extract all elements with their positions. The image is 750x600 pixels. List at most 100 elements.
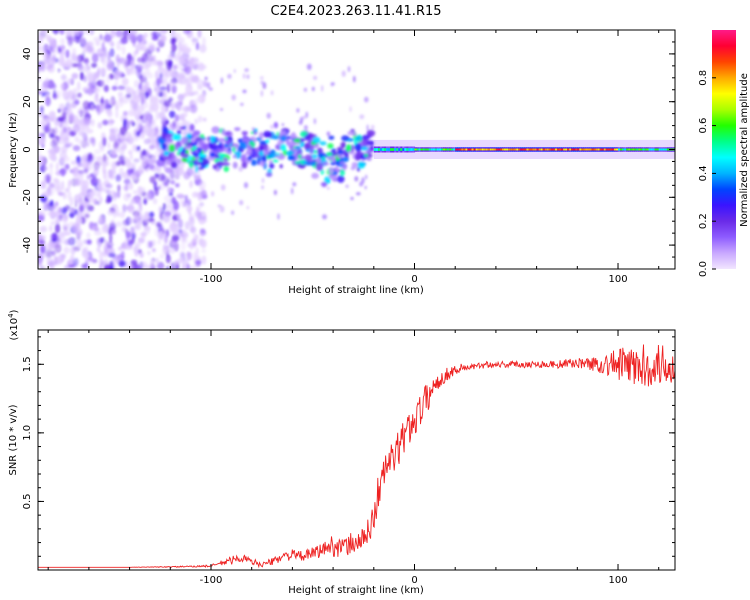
heatmap-cell (215, 161, 225, 167)
heatmap-cell (108, 73, 114, 80)
heatmap-cell (90, 119, 95, 127)
heatmap-cell (209, 152, 216, 158)
heatmap-cell (280, 143, 287, 151)
heatmap-cell (43, 166, 49, 171)
heatmap-cell (72, 145, 81, 152)
heatmap-cell (266, 112, 271, 119)
heatmap-cell (118, 246, 122, 251)
carrier-inner (455, 148, 458, 151)
heatmap-cell (38, 111, 45, 118)
heatmap-cell (100, 67, 107, 75)
heatmap-cell (109, 119, 115, 124)
carrier-inner (597, 148, 601, 151)
heatmap-cell (179, 126, 185, 130)
heatmap-cell (364, 96, 369, 103)
heatmap-cell (219, 108, 224, 111)
heatmap-cell (46, 174, 50, 184)
heatmap-cell (138, 165, 144, 175)
heatmap-cell (145, 91, 149, 100)
carrier-inner (662, 148, 666, 151)
heatmap-cell (364, 153, 369, 158)
heatmap-cell (327, 143, 334, 149)
heatmap-cell (255, 137, 262, 142)
heatmap-cell (132, 90, 137, 100)
heatmap-cell (152, 198, 158, 205)
heatmap-cell (128, 109, 135, 117)
heatmap-cell (199, 153, 206, 158)
spectrogram-y-axis-label: Frequency (Hz) (8, 112, 19, 188)
heatmap-cell (192, 131, 197, 138)
heatmap-cell (259, 76, 264, 80)
heatmap-cell (80, 71, 84, 81)
heatmap-cell (155, 89, 161, 97)
heatmap-cell (131, 263, 139, 269)
carrier-inner (477, 148, 481, 151)
heatmap-cell (50, 265, 55, 269)
carrier-inner (575, 148, 578, 151)
heatmap-cell (296, 108, 300, 113)
heatmap-cell (105, 183, 113, 189)
heatmap-cell (86, 45, 94, 53)
heatmap-cell (244, 68, 249, 72)
heatmap-cell (86, 239, 92, 245)
heatmap-cell (42, 191, 50, 198)
heatmap-cell (167, 186, 171, 193)
heatmap-cell (165, 205, 173, 212)
heatmap-cell (45, 257, 53, 262)
heatmap-cell (111, 203, 118, 209)
heatmap-cell (172, 214, 178, 222)
heatmap-cell (177, 93, 185, 101)
heatmap-cell (58, 169, 66, 175)
heatmap-cell (111, 161, 117, 171)
heatmap-cell (58, 192, 65, 196)
heatmap-cell (101, 79, 105, 87)
heatmap-cell (64, 187, 70, 193)
heatmap-cell (40, 180, 47, 190)
heatmap-cell (151, 36, 159, 41)
heatmap-cell (347, 131, 354, 136)
heatmap-cell (104, 33, 112, 43)
heatmap-cell (211, 191, 215, 197)
carrier-inner (650, 148, 654, 151)
heatmap-cell (152, 248, 156, 253)
carrier-inner (377, 148, 381, 151)
heatmap-cell (43, 265, 48, 269)
y-tick-label: 20 (22, 95, 33, 108)
heatmap-cell (80, 155, 88, 164)
heatmap-cell (196, 79, 205, 87)
carrier-inner (459, 148, 462, 151)
heatmap-cell (212, 164, 218, 170)
heatmap-cell (109, 265, 115, 269)
heatmap-cell (218, 155, 224, 160)
colorbar-tick-label: 0.2 (698, 213, 709, 229)
carrier-inner (648, 148, 652, 151)
heatmap-cell (150, 219, 156, 225)
heatmap-cell (242, 134, 247, 140)
heatmap-cell (312, 145, 319, 149)
heatmap-cell (175, 183, 180, 188)
carrier-inner (469, 148, 473, 151)
heatmap-cell (243, 182, 249, 189)
carrier-inner (396, 148, 399, 151)
carrier-inner (475, 148, 479, 151)
heatmap-cell (122, 111, 128, 116)
heatmap-cell (287, 155, 296, 161)
carrier-inner (447, 148, 450, 151)
heatmap-cell (169, 78, 177, 88)
heatmap-cell (154, 172, 160, 179)
carrier-inner (666, 148, 670, 151)
snr-x-axis-label: Height of straight line (km) (288, 585, 424, 596)
heatmap-cell (317, 152, 324, 159)
heatmap-cell (223, 165, 229, 172)
carrier-inner (583, 148, 586, 151)
heatmap-cell (143, 225, 151, 235)
heatmap-cell (95, 97, 100, 103)
heatmap-cell (131, 64, 135, 70)
heatmap-cell (156, 47, 160, 53)
heatmap-cell (38, 154, 43, 162)
heatmap-cell (165, 120, 169, 125)
x-tick-label: 100 (608, 274, 627, 285)
carrier-inner (461, 148, 464, 151)
heatmap-cell (170, 162, 176, 167)
heatmap-cell (304, 134, 311, 141)
